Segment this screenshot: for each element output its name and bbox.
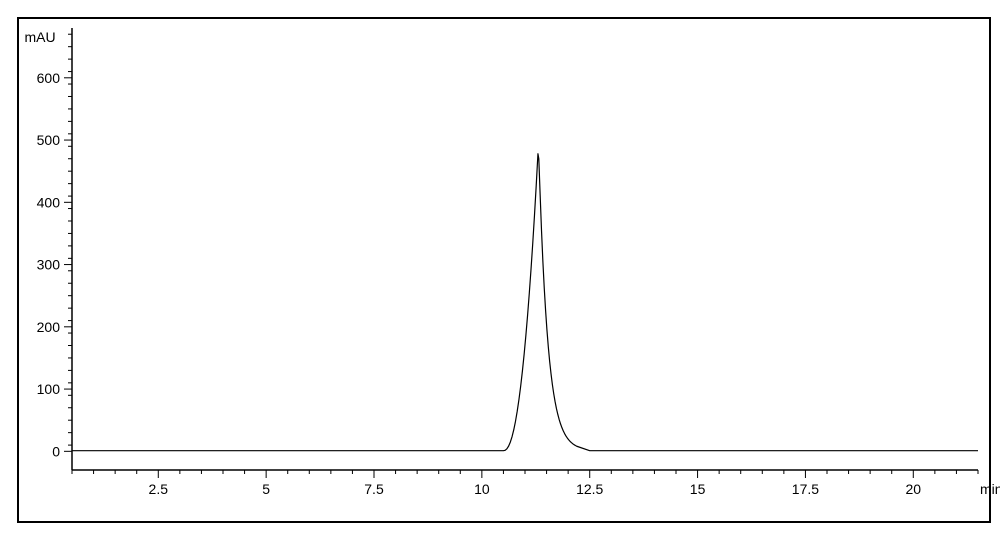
y-tick-label: 500 (37, 132, 61, 148)
y-axis-label: mAU (24, 29, 55, 45)
x-tick-label: 12.5 (576, 481, 603, 497)
y-tick-label: 200 (37, 319, 61, 335)
x-tick-label: 2.5 (149, 481, 169, 497)
x-tick-label: 10 (474, 481, 490, 497)
x-tick-label: 17.5 (792, 481, 819, 497)
y-tick-label: 0 (52, 443, 60, 459)
chromatogram-trace (72, 154, 978, 451)
x-tick-label: 15 (690, 481, 706, 497)
x-axis-label: min (980, 481, 1000, 497)
chromatogram-chart: 0 100 200 300 400 500 600 2.5 5 7.5 10 12.5 15 17.5 20… (0, 0, 1000, 535)
y-tick-label: 400 (37, 194, 61, 210)
y-tick-label: 100 (37, 381, 61, 397)
y-tick-label: 600 (37, 70, 61, 86)
chart-svg: 0 100 200 300 400 500 600 2.5 5 7.5 10 12.5 15 17.5 20… (0, 0, 1000, 535)
x-tick-label: 7.5 (364, 481, 384, 497)
x-tick-label: 20 (905, 481, 921, 497)
x-tick-label: 5 (262, 481, 270, 497)
y-tick-label: 300 (37, 257, 61, 273)
